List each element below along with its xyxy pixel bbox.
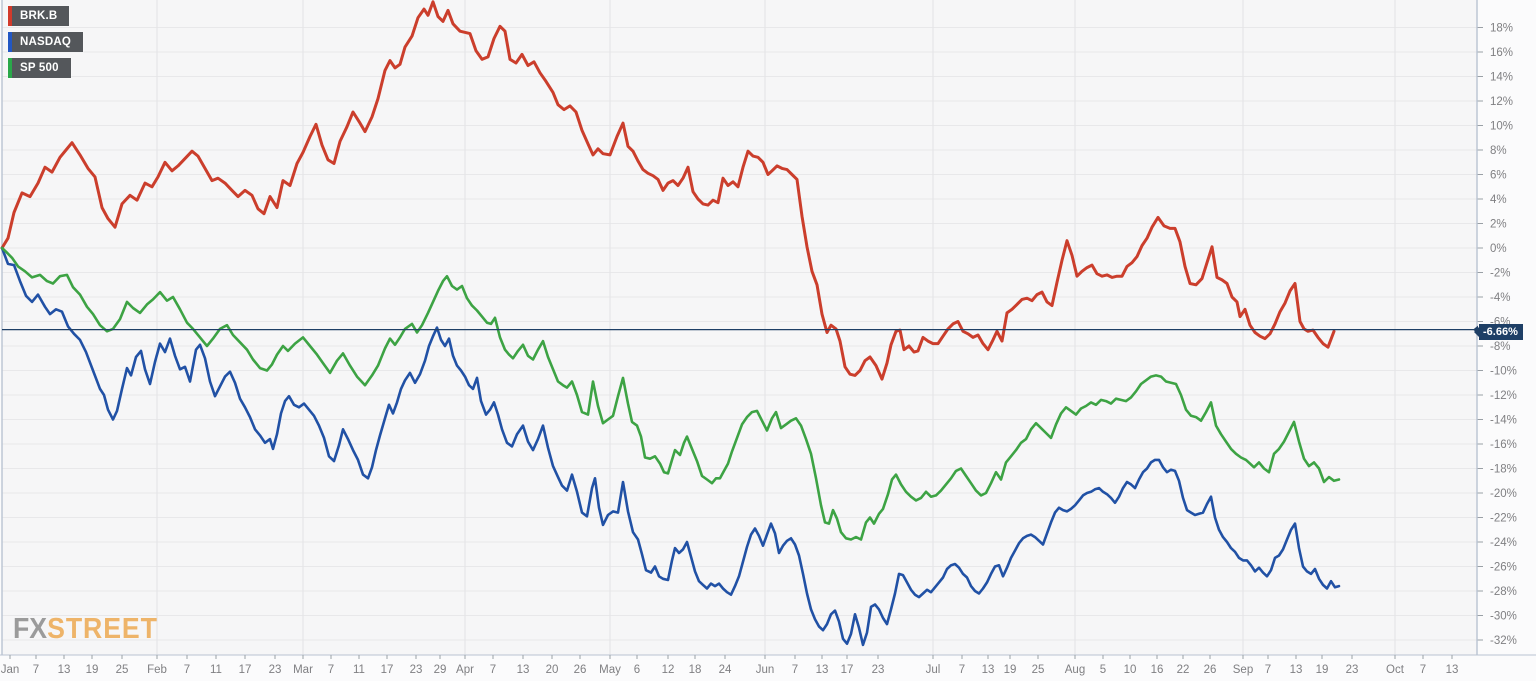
x-axis-label: 7 xyxy=(1420,664,1426,676)
y-axis-label: -26% xyxy=(1490,562,1517,574)
x-axis-label: 13 xyxy=(816,664,829,676)
y-axis-label: 18% xyxy=(1490,23,1513,35)
legend: BRK.B NASDAQ SP 500 xyxy=(8,6,84,78)
x-axis-label: 25 xyxy=(1032,664,1045,676)
x-axis-label: 22 xyxy=(1177,664,1190,676)
x-axis-label: 13 xyxy=(1290,664,1303,676)
x-axis-label: Jan xyxy=(1,664,20,676)
series-line-sp500 xyxy=(0,246,1341,541)
y-axis-label: 10% xyxy=(1490,121,1513,133)
y-axis-label: -2% xyxy=(1490,268,1510,280)
x-axis-label: 29 xyxy=(434,664,447,676)
x-axis-label: 17 xyxy=(381,664,394,676)
y-axis-label: 12% xyxy=(1490,96,1513,108)
x-axis-label: 7 xyxy=(490,664,496,676)
x-axis-label: 13 xyxy=(58,664,71,676)
y-axis-label: -12% xyxy=(1490,390,1517,402)
x-axis-label: 7 xyxy=(33,664,39,676)
y-axis-label: -10% xyxy=(1490,366,1517,378)
last-price-badge: -6.66% xyxy=(1474,324,1523,340)
fxstreet-logo-street: STREET xyxy=(47,613,158,645)
y-axis-label: -28% xyxy=(1490,586,1517,598)
x-axis-label: 7 xyxy=(328,664,334,676)
x-axis-label: 13 xyxy=(517,664,530,676)
y-axis-label: 4% xyxy=(1490,194,1507,206)
x-axis-label: 5 xyxy=(1100,664,1106,676)
x-axis-label: 23 xyxy=(1346,664,1359,676)
x-axis-label: 13 xyxy=(982,664,995,676)
y-axis-label: -30% xyxy=(1490,611,1517,623)
x-axis-label: Oct xyxy=(1386,664,1405,676)
x-axis-label: 24 xyxy=(719,664,732,676)
x-axis-label: 11 xyxy=(353,664,365,676)
y-axis-label: -20% xyxy=(1490,488,1517,500)
plot-background[interactable] xyxy=(2,0,1477,655)
x-axis-label: 18 xyxy=(689,664,702,676)
y-axis-label: 8% xyxy=(1490,145,1507,157)
x-axis-label: 23 xyxy=(410,664,423,676)
x-axis-label: 25 xyxy=(116,664,129,676)
y-axis-label: -32% xyxy=(1490,635,1517,647)
legend-item-brkb[interactable]: BRK.B xyxy=(8,6,70,26)
x-axis-label: Aug xyxy=(1065,664,1085,676)
fxstreet-logo-fx: FX xyxy=(13,613,48,645)
x-axis-label: 17 xyxy=(239,664,252,676)
x-axis-label: 7 xyxy=(184,664,190,676)
x-axis-label: 6 xyxy=(634,664,640,676)
y-axis-label: -18% xyxy=(1490,464,1517,476)
y-axis-label: 6% xyxy=(1490,170,1507,182)
y-axis-label: -8% xyxy=(1490,341,1510,353)
x-axis-label: 13 xyxy=(1446,664,1459,676)
x-axis-label: Jul xyxy=(926,664,941,676)
x-axis-label: 10 xyxy=(1124,664,1137,676)
x-axis-label: 19 xyxy=(1004,664,1017,676)
y-axis-label: 2% xyxy=(1490,219,1507,231)
x-axis-label: 26 xyxy=(1204,664,1217,676)
y-axis-label: 16% xyxy=(1490,47,1513,59)
y-axis-label: 14% xyxy=(1490,72,1513,84)
x-axis-label: Feb xyxy=(147,664,167,676)
series-line-brkb xyxy=(0,0,1336,381)
y-axis-label: -4% xyxy=(1490,292,1510,304)
x-axis-label: 20 xyxy=(546,664,559,676)
x-axis-label: 12 xyxy=(662,664,675,676)
y-axis-label: -16% xyxy=(1490,439,1517,451)
y-axis-label: -24% xyxy=(1490,537,1517,549)
legend-item-nasdaq[interactable]: NASDAQ xyxy=(8,32,84,52)
legend-item-sp500[interactable]: SP 500 xyxy=(8,58,71,78)
x-axis-label: May xyxy=(599,664,621,676)
series-line-nasdaq xyxy=(0,246,1341,647)
y-axis-label: -22% xyxy=(1490,513,1517,525)
x-axis-label: 23 xyxy=(269,664,282,676)
x-axis-label: 26 xyxy=(574,664,587,676)
x-axis-label: 23 xyxy=(872,664,885,676)
x-axis-label: 7 xyxy=(959,664,965,676)
x-axis-label: 16 xyxy=(1151,664,1164,676)
x-axis-label: 17 xyxy=(841,664,854,676)
x-axis-label: 19 xyxy=(86,664,99,676)
x-axis-label: Mar xyxy=(293,664,313,676)
x-axis-label: 7 xyxy=(1265,664,1271,676)
y-axis-label: 0% xyxy=(1490,243,1507,255)
x-axis-label: Sep xyxy=(1233,664,1253,676)
x-axis-label: Jun xyxy=(756,664,775,676)
x-axis-label: 7 xyxy=(792,664,798,676)
x-axis-label: 19 xyxy=(1316,664,1329,676)
fxstreet-logo: FXSTREET xyxy=(13,613,158,646)
x-axis-label: 11 xyxy=(210,664,222,676)
x-axis-label: Apr xyxy=(456,664,474,676)
y-axis-label: -14% xyxy=(1490,415,1517,427)
